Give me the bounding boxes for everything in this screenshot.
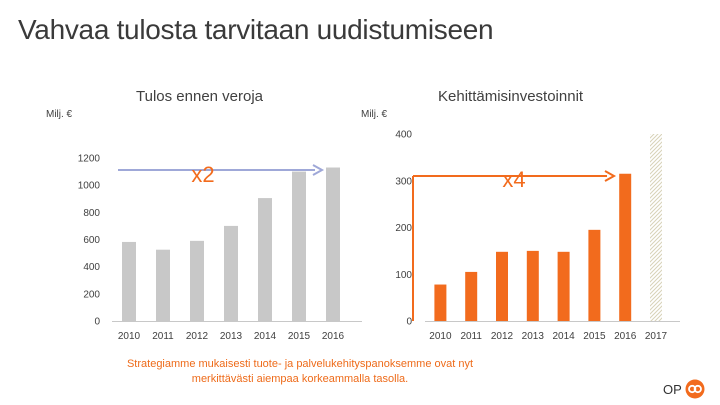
left-y-tick-label: 600 xyxy=(83,235,100,246)
logo-text: OP xyxy=(663,381,682,397)
right-x-tick-label: 2016 xyxy=(614,331,637,342)
right-y-tick-label: 400 xyxy=(395,130,412,141)
left-x-tick-label: 2012 xyxy=(186,331,209,342)
left-y-tick-label: 400 xyxy=(83,262,100,273)
right-x-tick-label: 2011 xyxy=(460,331,482,342)
left-x-tick-label: 2015 xyxy=(288,331,311,342)
right-bar xyxy=(650,134,662,321)
left-y-tick-label: 0 xyxy=(94,317,100,328)
left-x-tick-label: 2010 xyxy=(118,331,141,342)
right-bar xyxy=(496,251,508,321)
right-bar xyxy=(526,250,539,321)
left-annotation-label: x2 xyxy=(191,162,214,187)
right-bar xyxy=(557,251,570,321)
left-bar xyxy=(224,225,238,321)
right-y-tick-label: 0 xyxy=(406,317,412,328)
left-x-tick-label: 2016 xyxy=(322,331,345,342)
page-title: Vahvaa tulosta tarvitaan uudistumiseen xyxy=(18,14,494,45)
right-chart: 0 100 200 300 400 2010 2011 2012 2013 2014 2015 201… xyxy=(395,130,680,342)
left-bar xyxy=(190,240,204,321)
right-chart-unit-label: Milj. € xyxy=(361,109,388,120)
right-chart-title: Kehittämisinvestoinnit xyxy=(438,88,584,105)
left-y-tick-label: 1200 xyxy=(78,154,101,165)
right-bar xyxy=(619,173,632,321)
left-chart-title: Tulos ennen veroja xyxy=(136,88,264,105)
left-x-tick-label: 2014 xyxy=(254,331,277,342)
left-bar xyxy=(122,241,136,321)
left-bar xyxy=(292,171,306,321)
left-chart-unit-label: Milj. € xyxy=(46,109,73,120)
right-x-tick-label: 2017 xyxy=(645,331,668,342)
caption-text: Strategiamme mukaisesti tuote- ja palvel… xyxy=(126,358,474,385)
right-bar xyxy=(434,284,447,321)
right-x-tick-label: 2013 xyxy=(522,331,545,342)
right-y-tick-label: 300 xyxy=(395,176,412,187)
right-bar xyxy=(588,229,601,321)
right-x-tick-label: 2014 xyxy=(552,331,575,342)
left-arrow-head xyxy=(312,164,325,176)
right-bar xyxy=(465,271,478,321)
right-annotation-label: x4 xyxy=(502,167,525,192)
left-bar xyxy=(326,167,340,321)
right-y-tick-label: 200 xyxy=(395,223,412,234)
op-logo: OP xyxy=(663,379,705,399)
right-x-tick-label: 2012 xyxy=(491,331,514,342)
left-bar xyxy=(258,198,272,321)
right-y-tick-label: 100 xyxy=(395,270,412,281)
right-arrow-head xyxy=(604,170,617,182)
left-x-tick-label: 2011 xyxy=(152,331,174,342)
right-x-tick-label: 2015 xyxy=(583,331,606,342)
left-bar xyxy=(156,249,170,321)
left-chart: 0 200 400 600 800 1000 1200 2010 2011 2012 2013 201… xyxy=(78,154,362,342)
left-y-tick-label: 800 xyxy=(83,208,100,219)
left-y-tick-label: 200 xyxy=(83,289,100,300)
op-logo-icon xyxy=(685,379,705,399)
left-y-tick-label: 1000 xyxy=(78,181,101,192)
right-x-tick-label: 2010 xyxy=(429,331,452,342)
left-x-tick-label: 2013 xyxy=(220,331,243,342)
